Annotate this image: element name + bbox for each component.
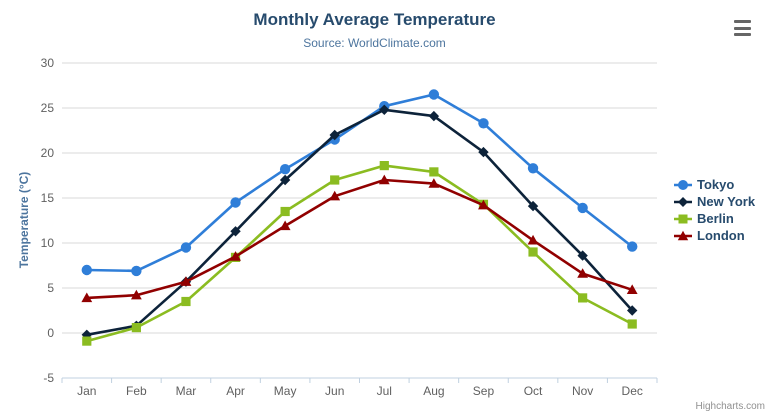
hamburger-icon	[734, 33, 751, 36]
data-point-marker[interactable]	[627, 241, 638, 252]
data-point-marker[interactable]	[528, 247, 538, 257]
data-point-marker[interactable]	[81, 264, 92, 276]
legend-label: London	[697, 228, 745, 243]
data-point-marker[interactable]	[478, 199, 489, 210]
hamburger-icon	[734, 26, 751, 30]
x-tick-label: Oct	[524, 384, 543, 398]
y-tick-label: 0	[47, 326, 54, 340]
legend-label: Tokyo	[697, 177, 735, 192]
data-point-marker[interactable]	[626, 284, 638, 294]
circle-legend-icon	[674, 179, 692, 190]
data-point-marker[interactable]	[329, 129, 340, 141]
data-point-marker[interactable]	[379, 161, 389, 171]
data-point-marker[interactable]	[279, 164, 291, 175]
data-point-marker[interactable]	[180, 242, 192, 253]
legend-marker	[678, 214, 688, 223]
data-point-marker[interactable]	[627, 319, 637, 329]
data-point-marker[interactable]	[478, 146, 489, 158]
data-point-marker[interactable]	[627, 305, 638, 316]
data-point-marker[interactable]	[527, 234, 539, 245]
data-point-marker[interactable]	[378, 174, 390, 185]
data-point-marker[interactable]	[478, 118, 489, 129]
x-tick-label: Mar	[176, 384, 197, 398]
legend-label: New York	[697, 194, 756, 209]
x-tick-label: Jan	[77, 384, 96, 398]
y-tick-label: 20	[41, 146, 55, 160]
data-point-marker[interactable]	[428, 178, 440, 188]
data-point-marker[interactable]	[428, 89, 440, 100]
series-line-london	[85, 178, 634, 300]
credits-link[interactable]: Highcharts.com	[695, 401, 765, 412]
hamburger-icon	[734, 20, 751, 23]
square-legend-icon	[674, 214, 692, 223]
data-point-marker[interactable]	[230, 226, 241, 237]
y-tick-label: -5	[43, 371, 54, 385]
y-tick-label: 10	[41, 236, 55, 250]
data-point-marker[interactable]	[180, 276, 192, 286]
legend-item-new-york[interactable]: New York	[674, 193, 755, 210]
x-tick-label: Jun	[325, 384, 344, 398]
data-point-marker[interactable]	[330, 175, 340, 185]
legend-item-london[interactable]: London	[674, 227, 755, 244]
data-point-marker[interactable]	[578, 293, 588, 303]
y-tick-label: 25	[41, 101, 55, 115]
y-tick-label: 5	[47, 281, 54, 295]
y-tick-label: 30	[41, 56, 55, 70]
data-point-marker[interactable]	[577, 250, 588, 261]
chart-subtitle: Source: WorldClimate.com	[303, 36, 446, 50]
data-point-marker[interactable]	[329, 190, 341, 201]
data-point-marker[interactable]	[428, 110, 440, 122]
data-point-marker[interactable]	[577, 202, 588, 214]
data-point-marker[interactable]	[527, 163, 539, 174]
legend-item-berlin[interactable]: Berlin	[674, 210, 755, 227]
data-point-marker[interactable]	[81, 292, 93, 303]
x-tick-label: Aug	[423, 384, 444, 398]
series-line-berlin	[85, 164, 634, 343]
data-point-marker[interactable]	[181, 296, 191, 307]
data-point-marker[interactable]	[131, 265, 142, 277]
data-point-marker[interactable]	[279, 174, 291, 186]
data-point-marker[interactable]	[130, 289, 142, 300]
data-point-marker[interactable]	[280, 206, 290, 217]
x-tick-label: Sep	[473, 384, 495, 398]
x-tick-label: Jul	[377, 384, 392, 398]
x-tick-label: Apr	[226, 384, 245, 398]
chart-title: Monthly Average Temperature	[253, 10, 496, 29]
data-point-marker[interactable]	[577, 268, 589, 278]
x-tick-label: May	[274, 384, 297, 398]
x-tick-label: Nov	[572, 384, 593, 398]
legend-marker	[678, 179, 688, 190]
x-tick-label: Feb	[126, 384, 147, 398]
legend-marker	[677, 230, 689, 240]
series-line-new-york	[85, 108, 634, 337]
legend-item-tokyo[interactable]: Tokyo	[674, 176, 755, 193]
diamond-legend-icon	[674, 196, 692, 207]
data-point-marker[interactable]	[230, 197, 241, 208]
triangle-legend-icon	[674, 230, 692, 240]
data-point-marker[interactable]	[429, 167, 439, 177]
x-tick-label: Dec	[622, 384, 643, 398]
data-point-marker[interactable]	[527, 200, 539, 212]
data-point-marker[interactable]	[230, 251, 241, 261]
data-point-marker[interactable]	[279, 220, 291, 231]
data-point-marker[interactable]	[379, 104, 390, 115]
y-tick-label: 15	[41, 191, 55, 205]
export-menu-button[interactable]	[732, 18, 754, 38]
data-point-marker[interactable]	[131, 323, 141, 333]
data-point-marker[interactable]	[82, 336, 92, 346]
legend-marker	[678, 196, 688, 207]
legend-label: Berlin	[697, 211, 734, 226]
legend: Tokyo New York Berlin London	[674, 176, 755, 244]
